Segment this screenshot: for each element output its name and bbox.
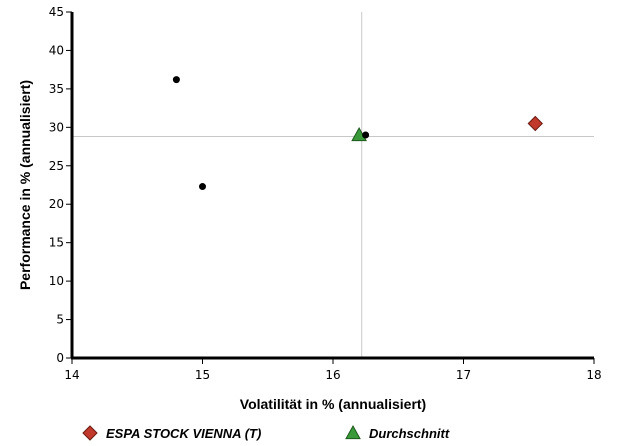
- y-tick-label: 30: [49, 120, 64, 134]
- x-tick-label: 16: [325, 368, 340, 382]
- y-tick-label: 10: [49, 274, 64, 288]
- y-tick-label: 0: [56, 351, 64, 365]
- legend-marker-triangle: [346, 426, 360, 439]
- legend-label: Durchschnitt: [369, 426, 450, 441]
- fund-point: [528, 116, 542, 130]
- y-tick-label: 15: [49, 236, 64, 250]
- peer-point: [199, 183, 206, 190]
- y-tick-label: 25: [49, 159, 64, 173]
- legend-label: ESPA STOCK VIENNA (T): [106, 426, 261, 441]
- peer-point: [362, 132, 369, 139]
- x-tick-label: 18: [586, 368, 601, 382]
- y-tick-label: 45: [49, 5, 64, 19]
- peer-point: [173, 76, 180, 83]
- y-tick-label: 20: [49, 197, 64, 211]
- x-tick-label: 14: [64, 368, 79, 382]
- y-tick-label: 40: [49, 43, 64, 57]
- y-tick-label: 35: [49, 82, 64, 96]
- y-tick-label: 5: [56, 313, 64, 327]
- legend-marker-diamond: [83, 426, 97, 440]
- y-axis-title: Performance in % (annualisiert): [17, 80, 33, 290]
- x-tick-label: 17: [456, 368, 471, 382]
- x-axis-title: Volatilität in % (annualisiert): [240, 396, 426, 412]
- x-tick-label: 15: [195, 368, 210, 382]
